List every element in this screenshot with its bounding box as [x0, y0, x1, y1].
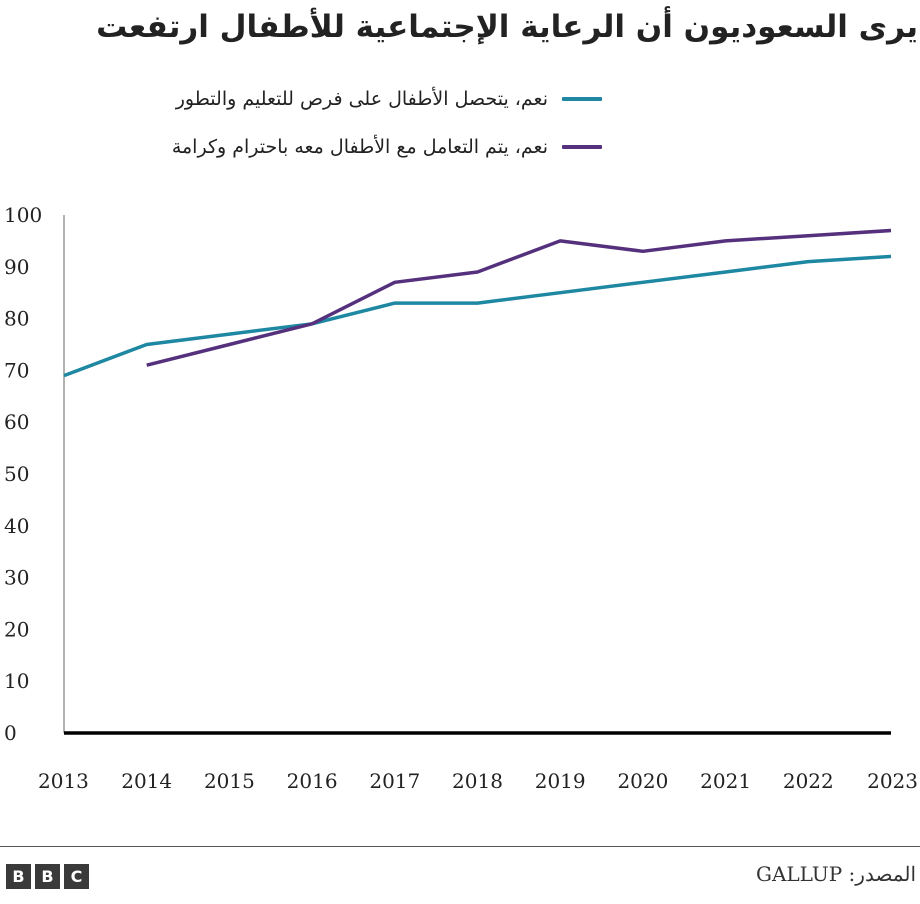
x-tick-label: 2016	[287, 769, 338, 793]
y-tick-label: 80	[4, 307, 29, 331]
x-tick-label: 2019	[535, 769, 586, 793]
bbc-logo: B B C	[6, 864, 89, 889]
legend-label-education: نعم، يتحصل الأطفال على فرص للتعليم والتط…	[175, 88, 548, 110]
y-tick-label: 70	[4, 358, 29, 382]
x-axis-labels: 2013 2014 2015 2016 2017 2018 2019 2020 2021 2022…	[38, 769, 918, 793]
bbc-logo-letter: B	[35, 864, 60, 889]
x-tick-label: 2013	[38, 769, 89, 793]
y-tick-label: 60	[4, 410, 29, 434]
x-tick-label: 2021	[700, 769, 751, 793]
y-axis-labels: 0 10 20 30 40 50 60 70 80 90 100	[4, 203, 42, 745]
y-tick-label: 40	[4, 514, 29, 538]
x-tick-label: 2018	[452, 769, 503, 793]
series-lines	[63, 228, 892, 378]
footer-divider	[0, 846, 920, 847]
y-tick-label: 50	[4, 462, 29, 486]
x-tick-label: 2023	[867, 769, 918, 793]
y-tick-label: 0	[4, 721, 17, 745]
y-tick-label: 30	[4, 566, 29, 590]
chart-title: يرى السعوديون أن الرعاية الإجتماعية للأط…	[96, 9, 918, 45]
x-tick-label: 2015	[204, 769, 255, 793]
x-tick-label: 2020	[617, 769, 668, 793]
legend-item-respect: نعم، يتم التعامل مع الأطفال معه باحترام …	[172, 136, 602, 158]
source-note: المصدر: GALLUP	[755, 862, 916, 886]
x-tick-label: 2022	[783, 769, 834, 793]
series-line-education	[63, 254, 892, 378]
x-tick-label: 2017	[369, 769, 420, 793]
legend-swatch-respect	[562, 145, 602, 149]
bbc-logo-letter: B	[6, 864, 31, 889]
legend-label-respect: نعم، يتم التعامل مع الأطفال معه باحترام …	[171, 136, 548, 158]
y-tick-label: 20	[4, 617, 29, 641]
legend-item-education: نعم، يتحصل الأطفال على فرص للتعليم والتط…	[176, 88, 602, 110]
y-tick-label: 10	[4, 669, 29, 693]
series-line-respect	[146, 228, 892, 367]
y-tick-label: 100	[4, 203, 42, 227]
bbc-logo-letter: C	[64, 864, 89, 889]
legend-swatch-education	[562, 97, 602, 101]
y-tick-label: 90	[4, 255, 29, 279]
x-tick-label: 2014	[121, 769, 172, 793]
